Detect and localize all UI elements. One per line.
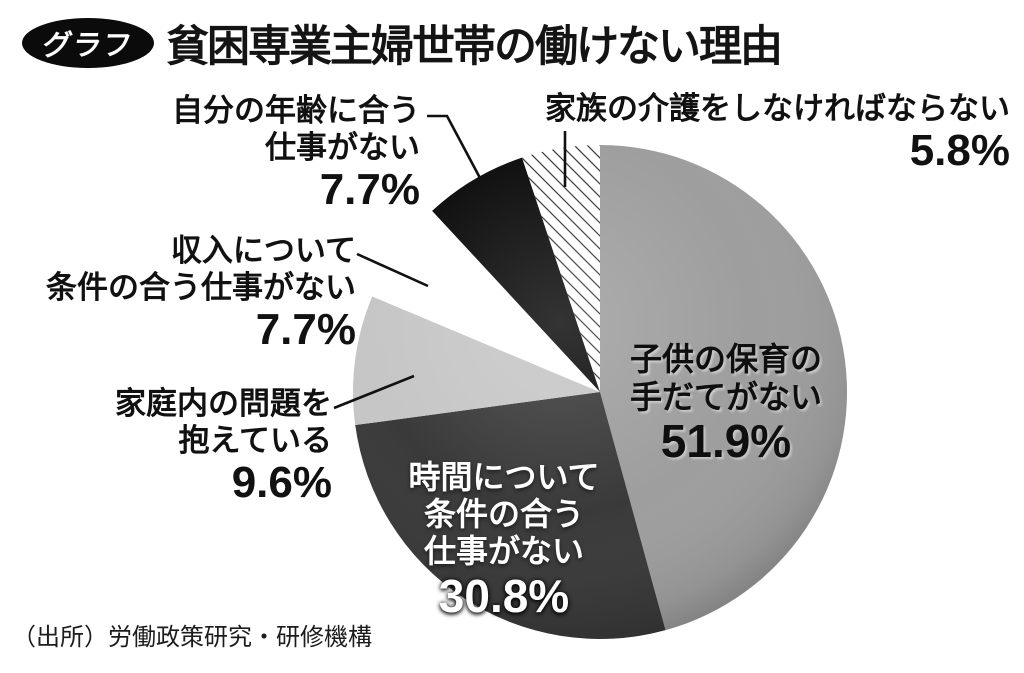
callout-age-slice: 自分の年齢に合う 仕事がない 7.7% [172,92,420,214]
callout-age-percent: 7.7% [319,165,420,214]
graph-badge: グラフ [22,18,154,68]
childcare-line1: 子供の保育の [629,341,823,377]
callout-family-line2: 抱えている [178,423,332,458]
leader-line-family-slice [333,374,415,410]
time-line1: 時間について [408,459,600,495]
time-percent: 30.8% [438,570,570,622]
childcare-percent: 51.9% [660,415,792,467]
inside-label-time-slice: 時間について 条件の合う 仕事がない 30.8% [408,459,599,622]
callout-care-percent: 5.8% [909,126,1010,175]
pie-shading-overlay [353,145,847,639]
leader-line-age-slice [427,114,482,179]
header: グラフ 貧困専業主婦世帯の働けない理由 [22,12,783,74]
leader-line-income-slice [356,252,429,288]
callout-family-line1: 家庭内の問題を [115,386,332,421]
page-title: 貧困専業主婦世帯の働けない理由 [166,23,783,71]
callout-care-slice: 家族の介護をしなければならない 5.8% [528,90,1010,175]
callout-income-line2: 条件の合う仕事がない [46,270,356,305]
childcare-line2: 手だてがない [629,379,823,415]
time-line2: 条件の合う [423,496,585,532]
callout-income-percent: 7.7% [255,305,356,354]
time-line3: 仕事がない [423,533,585,569]
callout-age-line2: 仕事がない [265,130,420,165]
callout-family-problems-slice: 家庭内の問題を 抱えている 9.6% [115,385,332,507]
inside-label-childcare-slice: 子供の保育の 手だてがない 51.9% [630,340,822,466]
source-note: （出所）労働政策研究・研修機構 [12,624,372,651]
callout-age-line1: 自分の年齢に合う [172,93,420,128]
callout-care-line1: 家族の介護をしなければならない [545,91,1010,126]
callout-income-slice: 収入について 条件の合う仕事がない 7.7% [46,232,356,354]
callout-family-percent: 9.6% [231,458,332,507]
callout-income-line1: 収入について [170,233,356,268]
